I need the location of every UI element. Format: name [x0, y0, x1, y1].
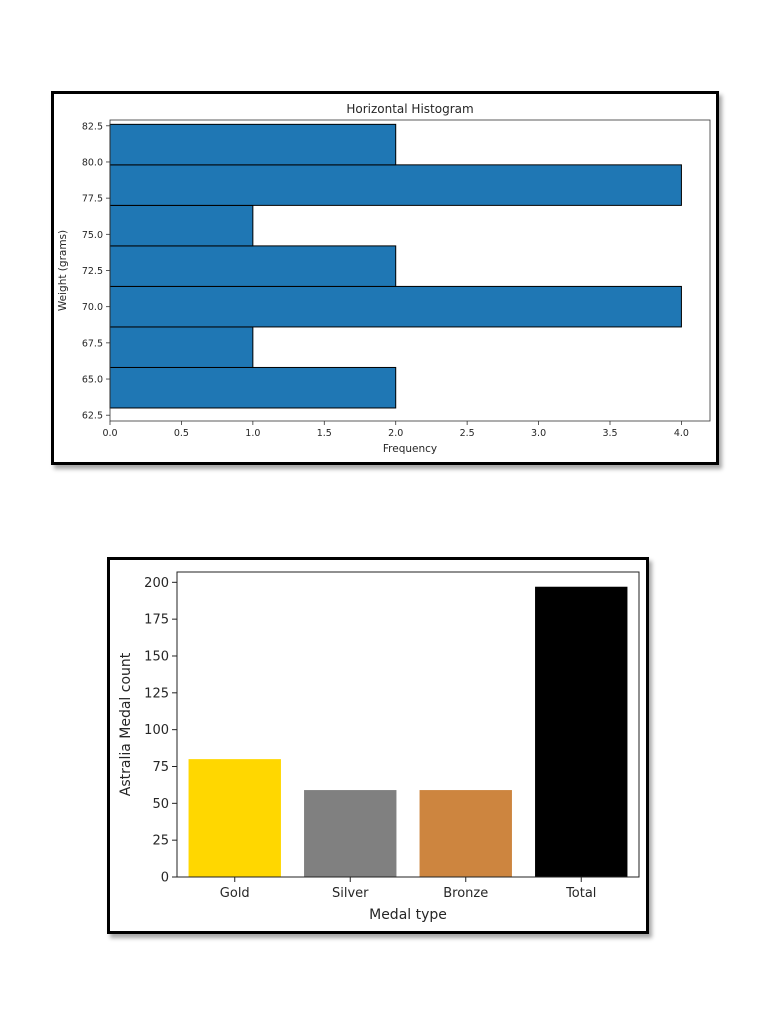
y-tick-label: 175	[144, 613, 169, 628]
x-tick-label: Gold	[220, 886, 250, 901]
x-axis-label: Medal type	[369, 907, 447, 923]
y-axis-label: Weight (grams)	[57, 230, 69, 311]
y-tick-label: 72.5	[82, 266, 103, 277]
y-tick-label: 82.5	[82, 121, 103, 132]
x-tick-label: Bronze	[443, 886, 488, 901]
medal-bar-bronze	[419, 790, 512, 877]
x-tick-label: 1.0	[245, 428, 260, 439]
x-tick-label: 3.0	[531, 428, 546, 439]
y-tick-label: 100	[144, 723, 169, 738]
histogram-bar	[109, 245, 397, 287]
x-tick-label: 1.5	[317, 428, 332, 439]
x-tick-label: Silver	[332, 886, 369, 901]
x-axis-label: Frequency	[383, 443, 437, 455]
y-tick-label: 75	[152, 760, 169, 775]
medal-bar-total	[535, 586, 628, 877]
histogram-bar	[109, 366, 397, 409]
y-tick-label: 80.0	[82, 157, 103, 168]
y-tick-label: 70.0	[82, 302, 103, 313]
y-tick-label: 150	[144, 649, 169, 664]
histogram-bar	[109, 285, 682, 328]
y-tick-label: 125	[144, 686, 169, 701]
histogram-bar	[109, 204, 254, 247]
x-tick-label: 3.5	[602, 428, 617, 439]
y-tick-label: 62.5	[82, 411, 103, 422]
medal-chart: 0 25 50 75 100 125 150 175 200 Gold Silver Bronze To…	[118, 571, 640, 923]
y-tick-label: 67.5	[82, 338, 103, 349]
x-tick-label: 2.0	[388, 428, 403, 439]
y-tick-label: 25	[152, 834, 169, 849]
x-tick-label: 2.5	[460, 428, 475, 439]
medal-bar-silver	[304, 790, 397, 877]
histogram-chart: Horizontal Histogram 0.0 0.5 1.0 1.5 2.0 2.5 3.…	[57, 102, 711, 455]
x-tick-label: 4.0	[674, 428, 689, 439]
histogram-bar	[109, 123, 397, 166]
x-tick-label: 0.0	[102, 428, 117, 439]
histogram-bar	[109, 164, 682, 206]
medal-figure: 0 25 50 75 100 125 150 175 200 Gold Silver Bronze To…	[107, 557, 649, 934]
y-tick-label: 77.5	[82, 194, 103, 205]
chart-title: Horizontal Histogram	[346, 102, 473, 116]
medal-bar-gold	[188, 759, 281, 877]
y-tick-label: 65.0	[82, 375, 103, 386]
plot-area-frame	[176, 571, 640, 878]
y-tick-label: 75.0	[82, 230, 103, 241]
y-tick-label: 200	[144, 576, 169, 591]
histogram-bar	[109, 326, 254, 368]
x-tick-label: 0.5	[174, 428, 189, 439]
histogram-figure: Horizontal Histogram 0.0 0.5 1.0 1.5 2.0 2.5 3.…	[51, 91, 719, 465]
x-tick-label: Total	[565, 886, 596, 901]
y-tick-label: 50	[152, 797, 169, 812]
y-axis-label: Astralia Medal count	[118, 652, 134, 796]
y-tick-label: 0	[161, 871, 169, 886]
